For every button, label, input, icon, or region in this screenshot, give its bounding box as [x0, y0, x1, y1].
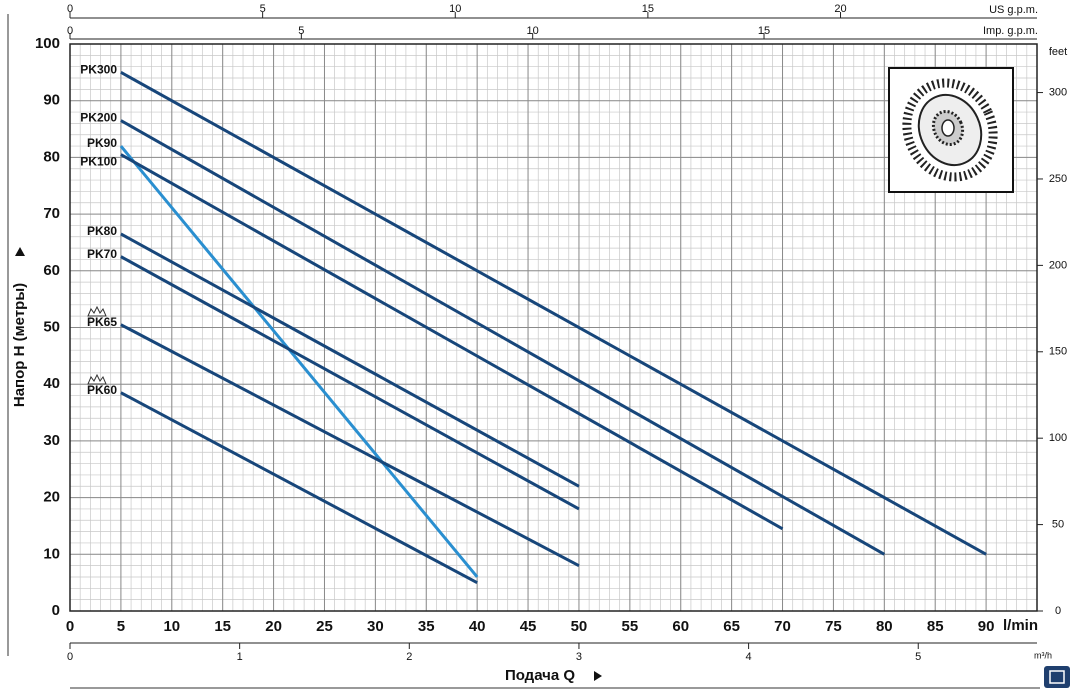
- x-axis-title: Подача Q: [505, 667, 575, 684]
- series-label: PK80: [87, 224, 117, 238]
- x-tick-label: 30: [367, 618, 384, 635]
- x-tick-label: 15: [214, 618, 231, 635]
- y-axis-title: Напор H (метры): [11, 283, 28, 407]
- grid: [69, 43, 1038, 612]
- series-line: [120, 153, 784, 531]
- x2-tick-label: 20: [834, 3, 846, 15]
- y-tick-label: 0: [52, 602, 60, 619]
- x2-tick-label: 15: [642, 3, 654, 15]
- y2-tick-label: 50: [1052, 518, 1064, 530]
- y2-tick-label: 200: [1049, 259, 1067, 271]
- x-tick-label: 5: [117, 618, 125, 635]
- series-line: [120, 119, 886, 556]
- y2-tick-label: 250: [1049, 173, 1067, 185]
- y2-tick-label: 100: [1049, 432, 1067, 444]
- series-line: [119, 145, 479, 578]
- layer: 0 5 10 15 20 25 30 35 40 45 50 55 60 65 70 75 80 85 900102…: [35, 3, 1067, 663]
- y-tick-label: 40: [43, 375, 60, 392]
- y-tick-label: 80: [43, 148, 60, 165]
- x2-tick-label: 10: [449, 3, 461, 15]
- plot-border: [69, 43, 1038, 612]
- series-label: PK100: [80, 155, 117, 169]
- x-tick-label: 10: [163, 618, 180, 635]
- series-label: PK90: [87, 136, 117, 150]
- x3-tick-label: 5: [298, 25, 304, 37]
- series-label: PK65: [87, 315, 117, 329]
- x2-tick-label: 0: [67, 3, 73, 15]
- x4-tick-label: 2: [406, 651, 412, 663]
- x4-tick-label: 0: [67, 651, 73, 663]
- x-tick-label: 25: [316, 618, 333, 635]
- series-label: PK60: [87, 383, 117, 397]
- series-label: PK200: [80, 111, 117, 125]
- series-label: PK70: [87, 247, 117, 261]
- x-tick-label: 80: [876, 618, 893, 635]
- x4-tick-label: 1: [237, 651, 243, 663]
- x-tick-label: 0: [66, 618, 74, 635]
- x-tick-label: 45: [520, 618, 537, 635]
- x-tick-label: 70: [774, 618, 791, 635]
- x3-axis-title: Imp. g.p.m.: [983, 25, 1038, 37]
- x3-tick-label: 10: [527, 25, 539, 37]
- series-line: [120, 232, 580, 488]
- x-tick-label: 40: [469, 618, 486, 635]
- x2-tick-label: 5: [260, 3, 266, 15]
- x-tick-label: 50: [571, 618, 588, 635]
- x-tick-label: 75: [825, 618, 842, 635]
- x4-tick-label: 5: [915, 651, 921, 663]
- series-label: PK300: [80, 63, 117, 77]
- x-tick-label: 20: [265, 618, 282, 635]
- y-tick-label: 90: [43, 92, 60, 109]
- y2-tick-label: 150: [1049, 346, 1067, 358]
- y-tick-label: 50: [43, 318, 60, 335]
- series-line: [120, 255, 580, 511]
- y-tick-label: 60: [43, 262, 60, 279]
- y2-tick-label: 0: [1055, 605, 1061, 617]
- expand-button[interactable]: [1044, 666, 1070, 688]
- x-tick-label: 60: [672, 618, 689, 635]
- crown-icon: [87, 373, 107, 385]
- arrow-icon: [594, 671, 602, 681]
- x4-tick-label: 3: [576, 651, 582, 663]
- x3-tick-label: 15: [758, 25, 770, 37]
- series-line: [120, 391, 478, 584]
- x2-axis-title: US g.p.m.: [989, 4, 1038, 16]
- y-tick-label: 100: [35, 35, 60, 52]
- y2-tick-label: 300: [1049, 86, 1067, 98]
- y-tick-label: 70: [43, 205, 60, 222]
- x-tick-label: 85: [927, 618, 944, 635]
- y-tick-label: 30: [43, 432, 60, 449]
- y-tick-label: 20: [43, 489, 60, 506]
- y-tick-label: 10: [43, 545, 60, 562]
- crown-icon: [87, 305, 107, 317]
- x3-tick-label: 0: [67, 25, 73, 37]
- x-tick-label: 55: [621, 618, 638, 635]
- x-tick-label: 65: [723, 618, 740, 635]
- x-tick-label: 35: [418, 618, 435, 635]
- series-line: [120, 71, 987, 556]
- series-line: [120, 323, 580, 567]
- y2-axis-title: feet: [1049, 46, 1067, 58]
- x-tick-label: 90: [978, 618, 995, 635]
- impeller-image: [888, 67, 1014, 193]
- x-unit: l/min: [1003, 617, 1038, 634]
- arrow-icon: [15, 247, 25, 256]
- x4-tick-label: 4: [746, 651, 752, 663]
- x4-axis-title: m³/h: [1034, 650, 1052, 660]
